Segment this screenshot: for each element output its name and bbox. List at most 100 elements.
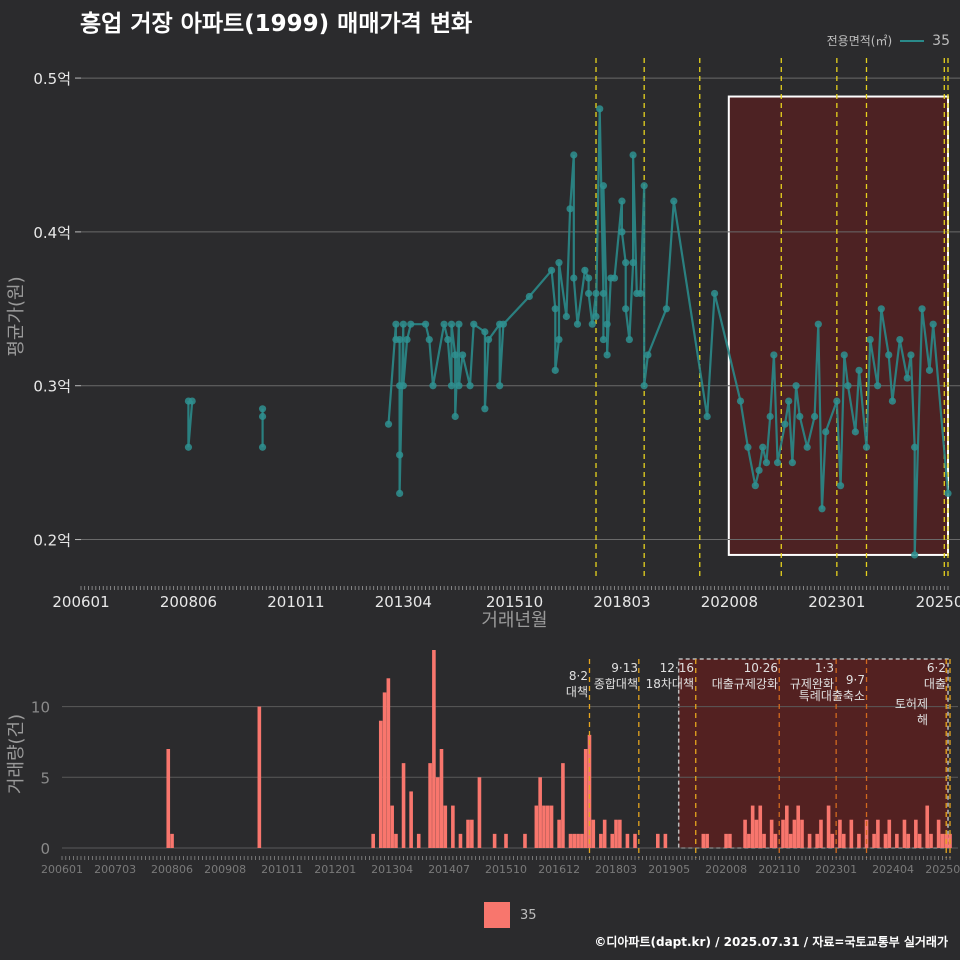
price-point bbox=[792, 382, 800, 390]
volume-bar bbox=[781, 819, 785, 848]
volume-bar bbox=[492, 833, 497, 848]
volume-bar bbox=[416, 833, 421, 848]
volume-bar bbox=[618, 819, 622, 848]
volume-bar bbox=[435, 777, 440, 848]
legend-bar-label: 35 bbox=[520, 907, 537, 923]
volume-bar bbox=[773, 833, 778, 848]
y-tick-label: 0.2억 bbox=[33, 532, 71, 550]
volume-bar bbox=[625, 833, 630, 848]
bar-x-tick-label: 200908 bbox=[204, 863, 246, 876]
price-point bbox=[258, 412, 267, 421]
volume-bar bbox=[819, 819, 823, 848]
volume-bar bbox=[754, 819, 759, 848]
volume-bar bbox=[443, 805, 448, 848]
price-point bbox=[592, 312, 600, 321]
bar-x-tick-label: 201201 bbox=[314, 863, 356, 876]
policy-annotation: 토허제 해 bbox=[895, 697, 928, 727]
volume-bar bbox=[940, 833, 945, 848]
volume-bar bbox=[572, 833, 577, 848]
bar-x-tick-label: 202506 bbox=[925, 863, 960, 876]
legend-bar-swatch bbox=[484, 902, 510, 928]
price-point bbox=[455, 320, 463, 328]
volume-bar bbox=[576, 833, 580, 848]
volume-bar bbox=[568, 833, 573, 848]
volume-bar bbox=[542, 805, 546, 848]
policy-annotation: 8·2 대책 bbox=[566, 669, 588, 699]
price-point bbox=[599, 182, 608, 190]
price-point bbox=[570, 151, 578, 159]
price-point bbox=[466, 382, 474, 390]
volume-bar bbox=[451, 805, 455, 848]
price-point bbox=[874, 382, 882, 390]
price-point bbox=[451, 351, 459, 359]
x-axis-label: 거래년월 bbox=[481, 610, 547, 631]
price-point bbox=[833, 397, 841, 405]
highlight-region bbox=[727, 95, 949, 556]
price-point bbox=[610, 274, 619, 282]
volume-bar bbox=[792, 819, 797, 848]
price-point bbox=[384, 420, 393, 428]
price-point bbox=[481, 405, 489, 413]
price-point bbox=[855, 366, 863, 374]
price-point bbox=[451, 412, 459, 421]
price-point bbox=[929, 320, 937, 328]
price-point bbox=[851, 428, 859, 436]
volume-bar bbox=[409, 791, 413, 848]
price-point bbox=[918, 305, 926, 313]
price-point bbox=[599, 335, 608, 344]
volume-bar bbox=[747, 833, 751, 848]
volume-bar bbox=[925, 805, 930, 848]
x-tick-label: 202506 bbox=[916, 593, 960, 611]
bar-x-tick-label: 201304 bbox=[371, 863, 413, 876]
price-point bbox=[629, 259, 637, 267]
volume-bar bbox=[378, 720, 383, 848]
volume-bar bbox=[602, 819, 607, 848]
volume-bar bbox=[663, 833, 668, 848]
price-point bbox=[581, 266, 589, 274]
x-tick-label: 201011 bbox=[267, 593, 324, 611]
price-point bbox=[470, 320, 478, 328]
volume-bar bbox=[883, 833, 888, 848]
price-point bbox=[592, 289, 600, 298]
top-legend: 전용면적(㎡) 35 bbox=[827, 32, 950, 49]
volume-bar bbox=[876, 819, 880, 848]
price-point bbox=[447, 320, 456, 328]
price-point bbox=[440, 320, 448, 328]
price-point bbox=[803, 443, 811, 451]
price-point bbox=[818, 505, 826, 513]
legend-line-swatch bbox=[900, 39, 925, 42]
price-point bbox=[907, 351, 915, 359]
y-axis-label: 평균가(원) bbox=[6, 276, 27, 356]
price-point bbox=[596, 105, 604, 113]
price-point bbox=[625, 335, 633, 344]
price-point bbox=[188, 397, 196, 405]
x-tick-label: 202301 bbox=[808, 593, 865, 611]
price-point bbox=[636, 289, 645, 298]
volume-bar bbox=[762, 833, 766, 848]
y-tick-label: 0.4억 bbox=[33, 224, 71, 242]
volume-bar bbox=[591, 819, 596, 848]
volume-bar bbox=[800, 819, 804, 848]
x-tick-label: 202008 bbox=[701, 593, 758, 611]
volume-bar bbox=[655, 833, 660, 848]
price-point bbox=[455, 382, 463, 390]
volume-bar bbox=[538, 777, 542, 848]
volume-bar bbox=[849, 819, 854, 848]
x-tick-label: 201803 bbox=[593, 593, 650, 611]
price-point bbox=[862, 443, 871, 451]
price-point bbox=[407, 320, 415, 328]
volume-bar bbox=[758, 805, 763, 848]
volume-bar bbox=[557, 819, 561, 848]
price-point bbox=[525, 292, 533, 301]
volume-bar bbox=[830, 833, 835, 848]
price-point bbox=[547, 266, 556, 274]
price-point bbox=[781, 420, 789, 428]
volume-bar bbox=[838, 819, 842, 848]
volume-bar bbox=[458, 833, 463, 848]
price-point bbox=[599, 289, 608, 298]
price-point bbox=[551, 305, 559, 313]
price-point bbox=[888, 397, 897, 405]
volume-bar bbox=[705, 833, 709, 848]
volume-bar bbox=[580, 833, 584, 848]
volume-bar bbox=[917, 833, 922, 848]
